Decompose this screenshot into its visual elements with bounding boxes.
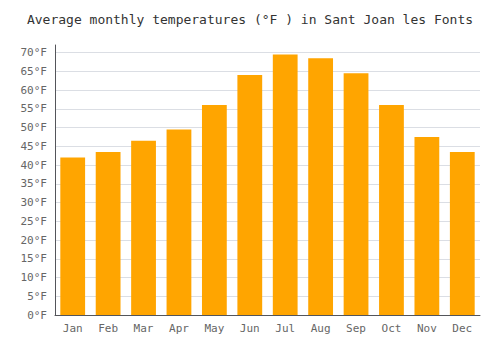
svg-text:Jun: Jun (240, 322, 260, 335)
svg-text:55°F: 55°F (21, 102, 48, 115)
svg-text:Mar: Mar (134, 322, 154, 335)
svg-text:Dec: Dec (452, 322, 472, 335)
svg-text:15°F: 15°F (21, 252, 48, 265)
svg-text:45°F: 45°F (21, 140, 48, 153)
svg-text:20°F: 20°F (21, 234, 48, 247)
svg-text:0°F: 0°F (27, 309, 47, 322)
svg-text:30°F: 30°F (21, 196, 48, 209)
svg-text:Average monthly temperatures (: Average monthly temperatures (°F ) in Sa… (27, 12, 473, 27)
svg-text:Jul: Jul (275, 322, 295, 335)
svg-text:70°F: 70°F (21, 46, 48, 59)
svg-text:Sep: Sep (346, 322, 366, 335)
svg-text:Jan: Jan (63, 322, 83, 335)
svg-text:5°F: 5°F (27, 290, 47, 303)
svg-text:65°F: 65°F (21, 65, 48, 78)
svg-text:35°F: 35°F (21, 177, 48, 190)
svg-text:10°F: 10°F (21, 271, 48, 284)
svg-text:50°F: 50°F (21, 121, 48, 134)
svg-text:25°F: 25°F (21, 215, 48, 228)
svg-text:Aug: Aug (311, 322, 331, 335)
svg-text:Feb: Feb (98, 322, 118, 335)
svg-text:Oct: Oct (382, 322, 402, 335)
svg-text:40°F: 40°F (21, 159, 48, 172)
svg-text:May: May (204, 322, 224, 335)
svg-text:60°F: 60°F (21, 84, 48, 97)
svg-text:Apr: Apr (169, 322, 189, 335)
svg-text:Nov: Nov (417, 322, 437, 335)
